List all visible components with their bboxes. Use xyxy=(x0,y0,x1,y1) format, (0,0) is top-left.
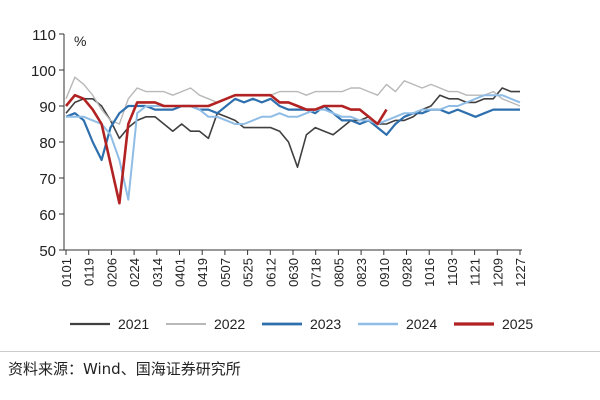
y-unit-label: % xyxy=(74,33,86,49)
line-chart: 50 60 70 80 90 100 110 % 0101 0119 0206 0224 0314 040… xyxy=(31,27,533,332)
x-tick-label: 0910 xyxy=(377,258,392,287)
x-tick-label: 1121 xyxy=(468,258,483,286)
source-note: 资料来源：Wind、国海证券研究所 xyxy=(8,360,241,378)
x-tick-label: 1209 xyxy=(490,258,505,287)
x-tick-label: 0224 xyxy=(127,258,142,287)
x-tick-label: 0206 xyxy=(104,258,119,287)
x-tick-label: 1016 xyxy=(422,258,437,287)
y-tick-label: 90 xyxy=(39,99,56,116)
legend-label-2023: 2023 xyxy=(310,316,341,332)
x-tick-label: 0101 xyxy=(59,258,74,287)
x-tick-label: 0401 xyxy=(173,258,188,287)
y-tick-label: 110 xyxy=(32,27,56,44)
y-tick-label: 80 xyxy=(39,135,56,152)
x-tick-label: 1227 xyxy=(513,258,528,287)
series-line-2022 xyxy=(65,76,521,125)
series-line-2021 xyxy=(65,87,520,168)
y-tick-label: 60 xyxy=(39,207,56,224)
legend-label-2022: 2022 xyxy=(214,316,245,332)
legend-label-2025: 2025 xyxy=(502,316,533,332)
y-tick-label: 50 xyxy=(39,243,56,260)
series-line-2025 xyxy=(64,93,388,205)
legend-label-2021: 2021 xyxy=(118,316,149,332)
x-tick-label: 1103 xyxy=(445,258,460,286)
y-tick-label: 100 xyxy=(31,63,56,80)
x-tick-label: 0823 xyxy=(354,258,369,287)
x-tick-label: 0805 xyxy=(331,258,346,287)
x-tick-label: 0119 xyxy=(82,258,97,286)
x-tick-label: 0525 xyxy=(241,258,256,287)
x-tick-label: 0630 xyxy=(286,258,301,287)
x-tick-label: 0419 xyxy=(195,258,210,287)
legend-label-2024: 2024 xyxy=(406,316,437,332)
y-tick-label: 70 xyxy=(39,171,56,188)
x-tick-label: 0314 xyxy=(150,258,165,287)
series-line-2023 xyxy=(65,97,520,162)
x-tick-label: 0928 xyxy=(400,258,415,287)
x-tick-label: 0718 xyxy=(309,258,324,287)
series-line-2024 xyxy=(66,94,521,201)
x-tick-label: 0507 xyxy=(218,258,233,287)
x-tick-label: 0612 xyxy=(263,258,278,287)
divider xyxy=(0,351,600,352)
